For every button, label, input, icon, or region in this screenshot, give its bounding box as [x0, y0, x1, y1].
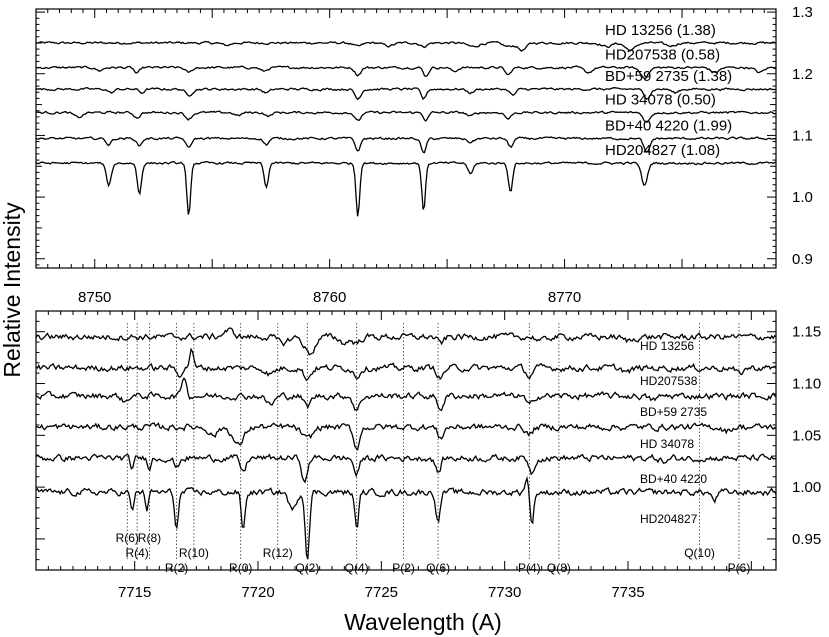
line-id-label: R(4) [125, 546, 148, 560]
y-tick-label: 1.15 [792, 324, 821, 341]
spectrum-line [35, 87, 777, 101]
line-id-label: R(0) [229, 561, 252, 575]
spectrum-line [35, 453, 777, 484]
series-label: HD 13256 (1.38) [605, 22, 716, 39]
series-label: BD+40 4220 [640, 472, 707, 486]
series-label: HD207538 [640, 374, 698, 388]
x-axis-label: Wavelength (A) [344, 609, 502, 635]
spectrum-line [35, 110, 777, 123]
y-tick-label: 1.05 [792, 427, 821, 444]
x-tick-label: 8760 [313, 289, 346, 306]
series-label: BD+59 2735 [640, 405, 707, 419]
series-label: HD204827 [640, 512, 698, 526]
spectrum-line [35, 136, 776, 154]
line-id-label: P(4) [518, 561, 541, 575]
series-label: HD207538 (0.58) [605, 47, 720, 64]
series-label: HD 34078 (0.50) [605, 92, 716, 109]
line-id-label: R(10) [179, 546, 209, 560]
y-tick-label: 1.2 [792, 66, 813, 83]
line-id-label: Q(8) [547, 561, 571, 575]
x-tick-label: 7715 [118, 584, 151, 601]
line-id-label: Q(10) [684, 546, 715, 560]
series-label: HD 34078 [640, 437, 694, 451]
spectrum-line [35, 376, 777, 412]
spectrum-line [35, 475, 777, 560]
y-tick-label: 0.9 [792, 251, 813, 268]
y-tick-label: 1.10 [792, 376, 821, 393]
y-tick-label: 1.0 [792, 189, 813, 206]
line-id-label: P(6) [728, 561, 751, 575]
x-tick-label: 7720 [241, 584, 274, 601]
x-tick-label: 7725 [365, 584, 398, 601]
x-tick-label: 7735 [611, 584, 644, 601]
line-id-label: R(6) [116, 531, 139, 545]
spectrum-line [35, 327, 777, 356]
spectrum-line [35, 65, 777, 80]
series-label: BD+59 2735 (1.38) [605, 68, 732, 85]
panel-1: 0.9 1.0 1.1 1.2 1.3 8750 8760 8770 HD 13256 (1.3… [35, 4, 813, 306]
panel-2: 0.95 1.00 1.05 1.10 1.15 7715 7720 7725 7730 7735… [35, 310, 821, 601]
x-tick-label: 8750 [78, 289, 111, 306]
y-tick-label: 0.95 [792, 531, 821, 548]
series-label: HD204827 (1.08) [605, 142, 720, 159]
y-tick-label: 1.3 [792, 4, 813, 21]
line-id-label: Q(2) [295, 561, 319, 575]
line-id-label: R(8) [138, 531, 161, 545]
spectrum-line [35, 422, 777, 451]
spectrum-line [35, 40, 777, 52]
spectrum-line [35, 347, 777, 382]
y-axis-label: Relative Intensity [0, 202, 25, 378]
line-id-label: Q(6) [426, 561, 450, 575]
line-id-label: R(12) [263, 546, 293, 560]
series-label: BD+40 4220 (1.99) [605, 118, 732, 135]
x-tick-label: 7730 [488, 584, 521, 601]
series-label: HD 13256 [640, 339, 694, 353]
y-tick-label: 1.1 [792, 127, 813, 144]
line-id-label: Q(4) [345, 561, 369, 575]
spectrum-line [35, 160, 777, 217]
x-tick-label: 8770 [548, 289, 581, 306]
y-tick-label: 1.00 [792, 479, 821, 496]
line-id-label: P(2) [392, 561, 415, 575]
line-id-label: R(2) [165, 561, 188, 575]
